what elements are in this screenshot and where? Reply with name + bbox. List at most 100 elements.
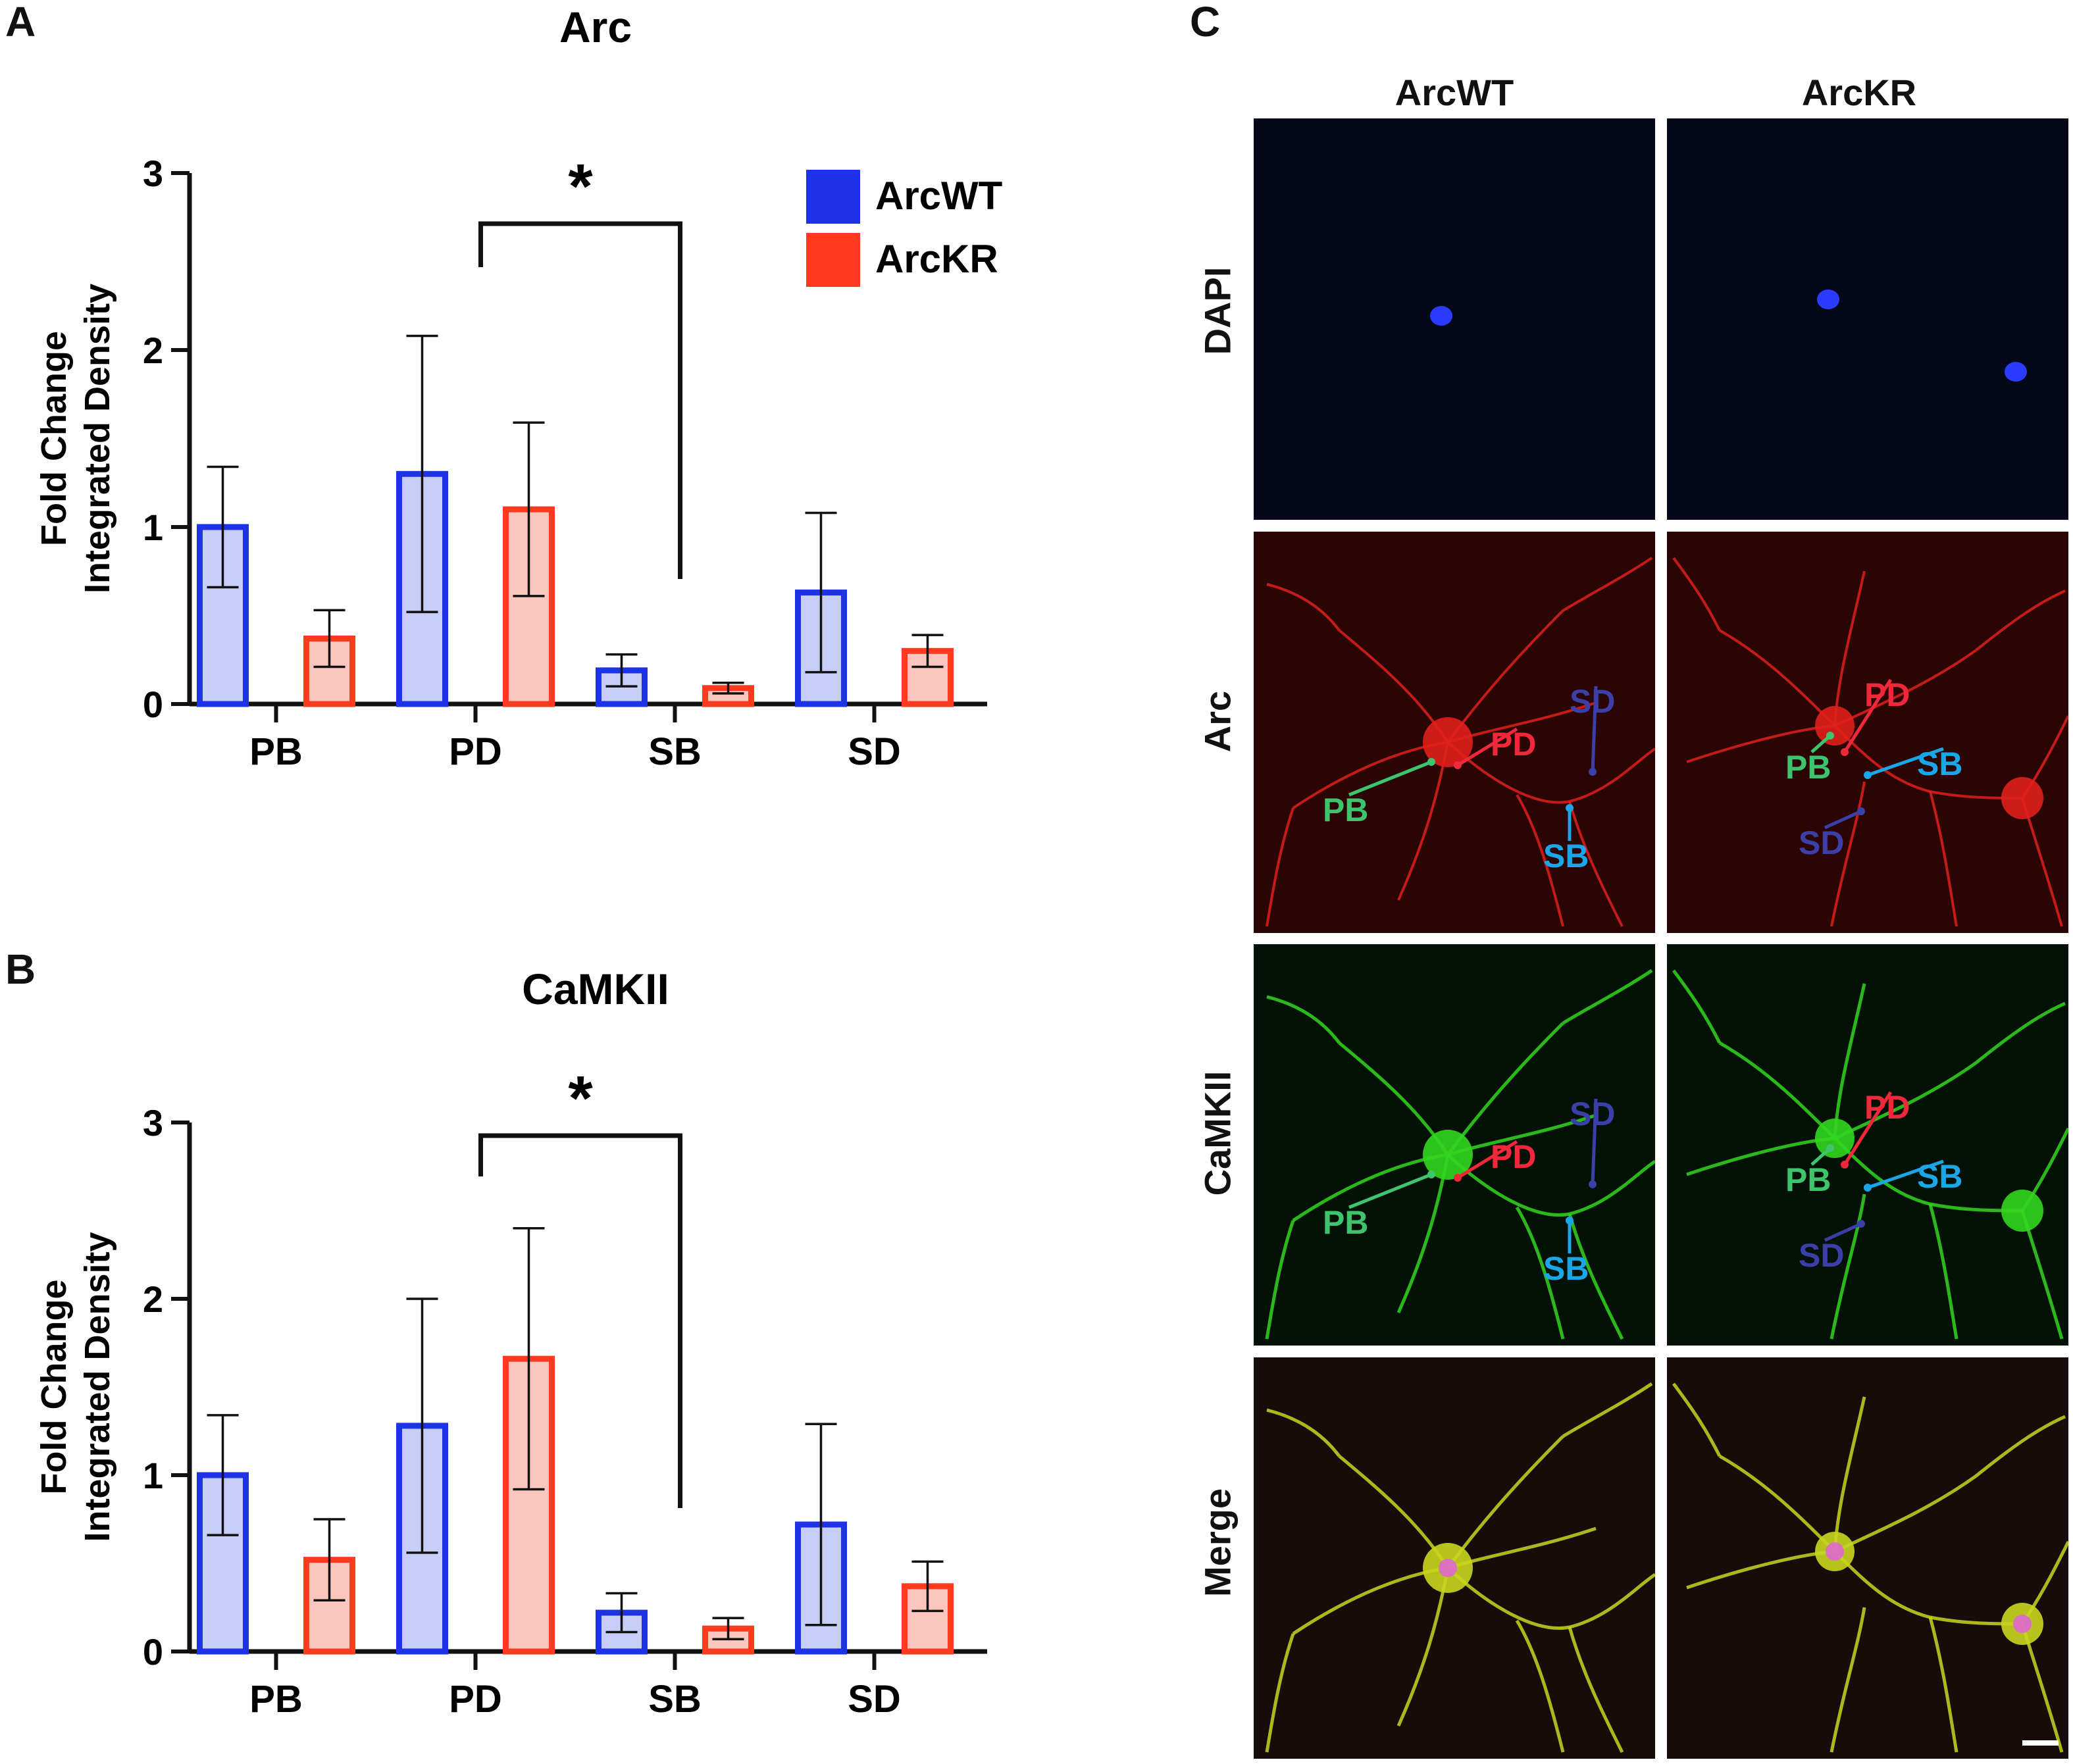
arrowhead-pb <box>1427 1171 1435 1178</box>
arrow-sb <box>1867 747 1944 777</box>
annotation-pd: PD <box>1491 726 1536 763</box>
soma <box>1423 1130 1473 1180</box>
dendrite <box>1672 969 1722 1044</box>
y-axis-label: Fold Change Integrated Density <box>34 284 117 593</box>
dendrite <box>1719 629 1836 727</box>
annotation-pb: PB <box>1323 1204 1368 1241</box>
annotation-pb: PB <box>1785 749 1831 786</box>
panel-letter-a: A <box>5 0 36 45</box>
panel-letter-c: C <box>1190 0 1221 45</box>
dendrite <box>1515 1206 1565 1340</box>
nucleus-overlay <box>1826 1542 1844 1561</box>
row-label-dapi: DAPI <box>1196 266 1239 355</box>
arrowhead-sb <box>1864 771 1872 779</box>
dendrite <box>1975 1001 2066 1064</box>
dendrite <box>1446 1153 1655 1217</box>
annotation-pd: PD <box>1491 1138 1536 1175</box>
dendrite <box>1266 1408 1341 1457</box>
y-tick-label: 2 <box>143 1278 163 1320</box>
arrowhead-sd <box>1857 807 1865 815</box>
micrograph-dapi-arckr <box>1667 118 2068 520</box>
nucleus <box>1817 290 1839 309</box>
dendrite <box>1833 1396 1866 1552</box>
arrow-pd <box>1843 1091 1893 1166</box>
column-header-arcwt: ArcWT <box>1395 72 1514 113</box>
y-tick-label: 3 <box>143 1102 163 1144</box>
micrograph-image <box>1265 1382 1655 1753</box>
chart-title: Arc <box>559 3 632 51</box>
arrowhead-sd <box>1589 768 1597 776</box>
dendrite <box>1446 609 1564 743</box>
micrograph-image <box>1817 290 2027 382</box>
dendrite <box>1830 1194 1866 1340</box>
arrow-pd <box>1456 1140 1518 1180</box>
scale-bar <box>2022 1740 2059 1746</box>
micrograph-arc-arcwt: PB PD SB SD <box>1254 532 1655 933</box>
annotation-sd: SD <box>1799 824 1844 861</box>
dendrite <box>1833 724 2023 799</box>
arrowhead-sd <box>1857 1220 1865 1228</box>
chart-camkii: CaMKII Fold Change Integrated Density 0 1 2 3 P… <box>34 965 987 1721</box>
dendrite <box>1568 1626 1624 1753</box>
significance-bracket <box>478 221 682 579</box>
micrograph-camkii-arcwt: PB PD SB SD <box>1254 944 1655 1346</box>
annotation-sb: SB <box>1543 1250 1589 1287</box>
annotation-pb: PB <box>1785 1161 1831 1198</box>
dendrite <box>1833 1137 2023 1213</box>
dendrite <box>1266 583 1341 632</box>
column-header-arckr: ArcKR <box>1801 72 1917 113</box>
soma <box>2001 777 2043 819</box>
dendrite <box>1568 1213 1624 1340</box>
y-tick-label: 0 <box>143 684 163 725</box>
x-tick-label: SD <box>848 1678 901 1721</box>
arrowhead-pb <box>1826 732 1834 740</box>
soma <box>1423 717 1473 767</box>
dendrite <box>1672 1382 1722 1457</box>
annotation-sb: SB <box>1917 745 1962 782</box>
annotation-sb: SB <box>1917 1158 1962 1195</box>
arrow-pd <box>1456 727 1518 767</box>
dendrite <box>1515 1619 1565 1753</box>
y-axis-label: Fold Change Integrated Density <box>34 1232 117 1542</box>
x-tick-label: PB <box>249 730 303 773</box>
micrograph-dapi-arcwt <box>1254 118 1655 520</box>
dendrite <box>1292 1153 1448 1222</box>
y-tick-label: 2 <box>143 330 163 371</box>
chart-title: CaMKII <box>522 965 669 1013</box>
nucleus-overlay <box>2013 1615 2032 1633</box>
annotation-pb: PB <box>1323 792 1368 828</box>
micrograph-camkii-arckr: PB PD SB SD <box>1667 944 2068 1346</box>
dendrite <box>1833 1474 1978 1553</box>
x-tick-label: PD <box>449 730 502 773</box>
dendrite <box>1833 1550 2023 1626</box>
arrow-sb <box>1867 1159 1944 1190</box>
arrowhead-pd <box>1454 1174 1462 1182</box>
dendrite <box>1718 1454 1836 1553</box>
dendrite <box>1266 807 1294 927</box>
soma <box>2001 1190 2043 1232</box>
significance-star: * <box>568 151 593 222</box>
arrow-pb <box>1348 1172 1432 1209</box>
annotation-sb: SB <box>1543 838 1589 874</box>
arrowhead-pb <box>1427 758 1435 766</box>
dendrite <box>1929 791 1958 927</box>
arrowhead-sb <box>1566 1217 1574 1224</box>
annotation-sd: SD <box>1570 683 1615 720</box>
row-label-camkii: CaMKII <box>1196 1071 1239 1196</box>
arrow-pb <box>1348 760 1432 797</box>
arrow-sd <box>1824 1222 1862 1242</box>
annotation-pd: PD <box>1864 676 1910 713</box>
arrow-sd <box>1824 809 1862 830</box>
arrow-pd <box>1843 678 1893 753</box>
row-label-merge: Merge <box>1196 1488 1239 1597</box>
annotation-sd: SD <box>1570 1096 1615 1132</box>
arrowhead-sb <box>1566 804 1574 812</box>
x-tick-label: PB <box>249 1678 303 1721</box>
y-tick-label: 0 <box>143 1631 163 1673</box>
arrow-sd <box>1591 1098 1598 1185</box>
dendrite <box>1830 1607 1866 1753</box>
dendrite <box>1516 794 1564 927</box>
dendrite <box>1266 995 1341 1044</box>
arrow-pb <box>1810 1147 1831 1166</box>
